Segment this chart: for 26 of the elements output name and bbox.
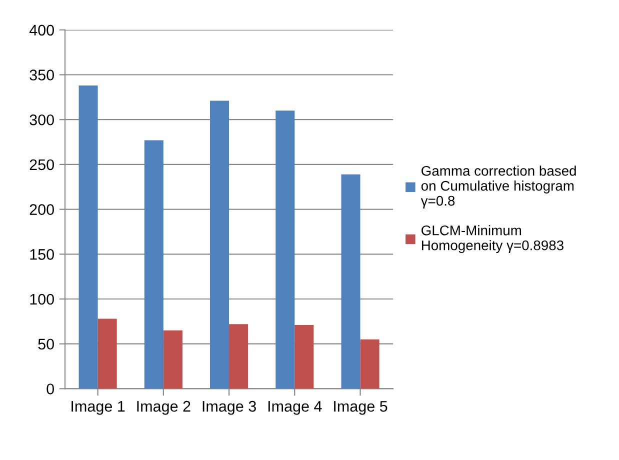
bar	[341, 174, 360, 389]
x-tick-label: Image 2	[137, 400, 190, 415]
y-tick-label: 200	[30, 204, 54, 215]
x-tick-label: Image 1	[72, 401, 125, 415]
y-tick-label: 300	[30, 114, 54, 126]
bar	[210, 100, 230, 389]
y-tick-label: 350	[30, 70, 54, 80]
legend-label: Gamma correction based on Cumulative histogram γ=0.8	[420, 166, 576, 208]
legend-label: GLCM-Minimum Homogeneity γ=0.8983	[422, 225, 564, 254]
y-tick-label: 50	[38, 338, 54, 350]
x-tick-label: Image 3	[202, 400, 256, 415]
bar	[229, 324, 248, 389]
y-tick-label: 400	[29, 24, 54, 36]
y-tick-label: 0	[46, 384, 54, 394]
bar	[276, 110, 295, 389]
bar	[163, 330, 182, 389]
bar	[144, 140, 164, 389]
bar	[360, 339, 380, 389]
y-tick-label: 150	[30, 249, 54, 260]
x-tick-label: Image 5	[334, 401, 388, 415]
y-tick-label: 100	[30, 294, 54, 305]
bar	[294, 325, 314, 389]
bar	[78, 86, 98, 389]
bar	[98, 318, 117, 389]
y-tick-label: 250	[30, 159, 54, 170]
x-tick-label: Image 4	[268, 401, 322, 415]
